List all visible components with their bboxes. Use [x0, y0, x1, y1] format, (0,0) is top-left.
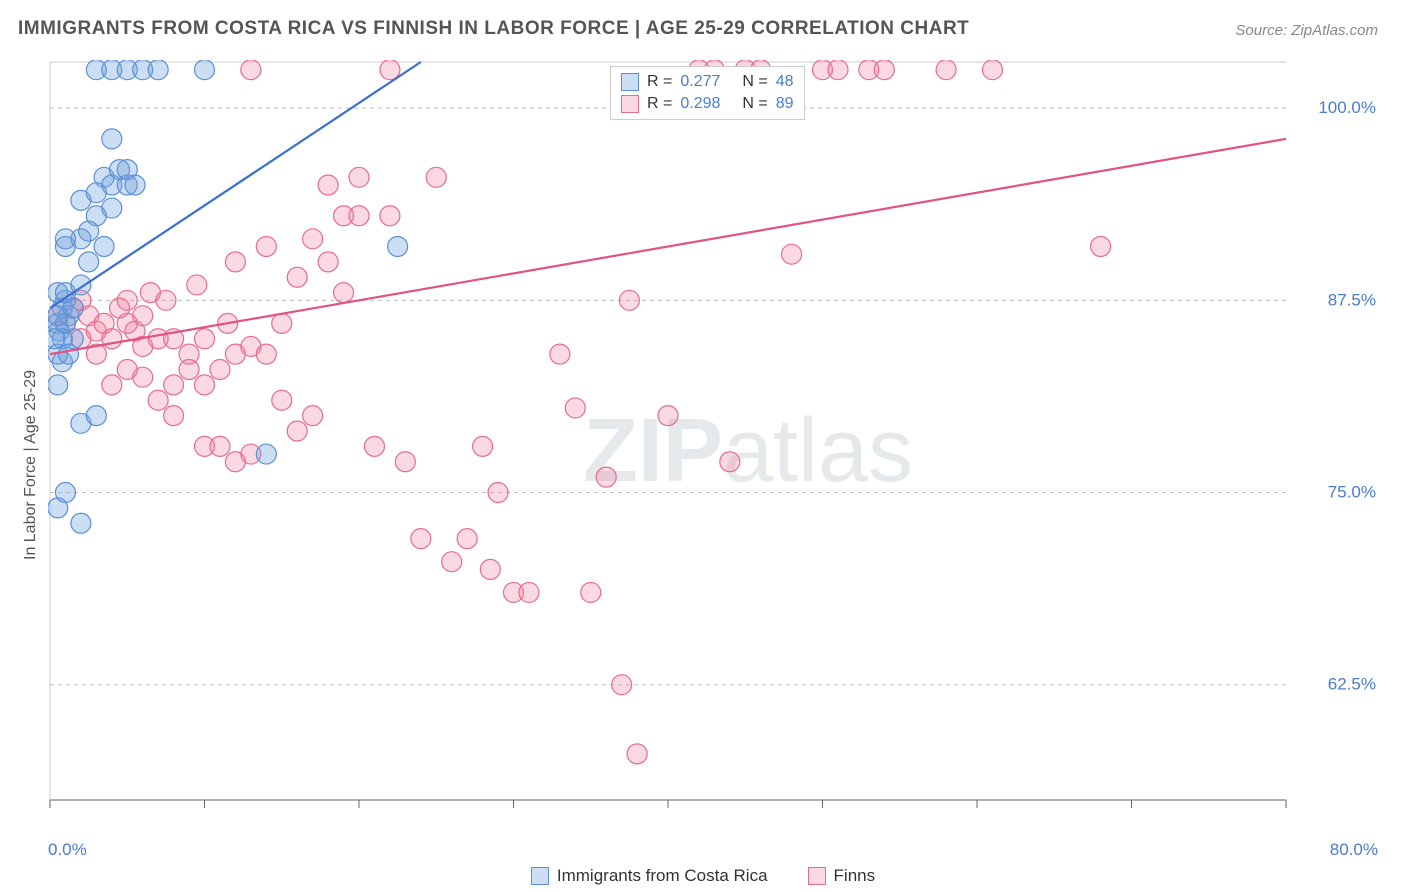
stat-r-blue: 0.277 — [680, 73, 720, 91]
swatch-blue-icon — [531, 867, 549, 885]
svg-text:ZIPatlas: ZIPatlas — [583, 401, 913, 501]
stat-n-blue: 48 — [776, 73, 794, 91]
svg-text:87.5%: 87.5% — [1328, 290, 1376, 309]
chart-title: IMMIGRANTS FROM COSTA RICA VS FINNISH IN… — [18, 18, 969, 40]
stat-n-label: N = — [742, 95, 767, 113]
stat-r-label: R = — [647, 95, 672, 113]
svg-text:62.5%: 62.5% — [1328, 675, 1376, 694]
swatch-blue-icon — [621, 73, 639, 91]
legend-item-pink: Finns — [808, 866, 876, 886]
scatter-chart: 62.5% 75.0% 87.5% 100.0% ZIPatlas — [48, 60, 1388, 820]
stat-r-pink: 0.298 — [680, 95, 720, 113]
y-axis-label: In Labor Force | Age 25-29 — [22, 370, 40, 560]
bottom-legend: Immigrants from Costa Rica Finns — [0, 866, 1406, 886]
swatch-pink-icon — [621, 95, 639, 113]
stat-n-pink: 89 — [776, 95, 794, 113]
legend-item-blue: Immigrants from Costa Rica — [531, 866, 768, 886]
svg-text:100.0%: 100.0% — [1318, 98, 1376, 117]
source-name: ZipAtlas.com — [1291, 22, 1378, 39]
source-credit: Source: ZipAtlas.com — [1235, 22, 1378, 39]
swatch-pink-icon — [808, 867, 826, 885]
svg-text:75.0%: 75.0% — [1328, 483, 1376, 502]
stats-legend: R = 0.277 N = 48 R = 0.298 N = 89 — [610, 66, 805, 120]
stat-r-label: R = — [647, 73, 672, 91]
x-min-label: 0.0% — [48, 840, 87, 860]
source-label: Source: — [1235, 22, 1291, 39]
x-max-label: 80.0% — [1330, 840, 1378, 860]
stats-row-blue: R = 0.277 N = 48 — [621, 71, 794, 93]
legend-label-pink: Finns — [834, 866, 876, 886]
stats-row-pink: R = 0.298 N = 89 — [621, 93, 794, 115]
plot-area: 62.5% 75.0% 87.5% 100.0% ZIPatlas — [48, 60, 1376, 808]
stat-n-label: N = — [742, 73, 767, 91]
legend-label-blue: Immigrants from Costa Rica — [557, 866, 768, 886]
